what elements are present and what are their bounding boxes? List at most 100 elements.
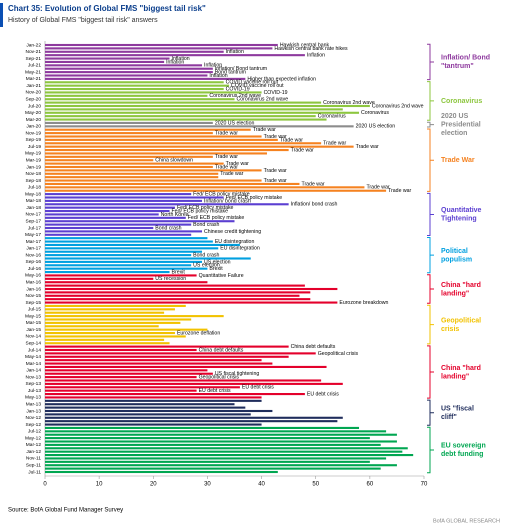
bar-label: Brexit [172, 269, 186, 275]
y-tick-label: Mar-18 [26, 198, 42, 204]
bar [45, 159, 154, 162]
bar [45, 443, 381, 446]
bar-label: Coronavirus [361, 110, 389, 116]
bar-label: Quantitative Failure [199, 273, 244, 279]
bar [45, 386, 240, 389]
y-tick-label: May-20 [25, 110, 41, 116]
bar [45, 423, 262, 426]
y-tick-label: Jul-13 [28, 388, 41, 394]
bar [45, 84, 230, 87]
bar [45, 369, 208, 372]
bar-label: Trade war [323, 141, 346, 147]
bar [45, 365, 327, 368]
bar-label: Coronavirus 2nd wave [372, 103, 424, 109]
bar [45, 121, 213, 124]
bar [45, 271, 170, 274]
bar [45, 71, 213, 74]
y-tick-label: Sep-21 [26, 56, 42, 62]
bar [45, 172, 219, 175]
bar [45, 338, 165, 341]
bar [45, 111, 360, 114]
bar [45, 308, 175, 311]
bar [45, 450, 403, 453]
bar-label: Inflation [204, 63, 222, 69]
bar [45, 277, 154, 280]
bar-label: Inflation [209, 73, 227, 79]
bar [45, 254, 192, 257]
bar [45, 250, 203, 253]
bar-label: Inflation/ bond crash [291, 202, 338, 208]
bar [45, 352, 316, 355]
bar-label: Coronavirus 2nd wave [209, 93, 261, 99]
bar [45, 216, 186, 219]
bar-label: Trade war [356, 144, 379, 150]
y-tick-label: May-12 [25, 435, 41, 441]
bar-label: Inflation/ bond crash [204, 198, 251, 204]
bar [45, 311, 165, 314]
bar [45, 108, 343, 111]
bar [45, 389, 197, 392]
group-bracket [427, 236, 434, 274]
bar-label: Trade war [366, 185, 389, 191]
bar [45, 440, 397, 443]
group-bracket [427, 192, 434, 236]
bar [45, 393, 305, 396]
bar-label: COVID vaccine roll out [226, 80, 279, 86]
bar-label: Coronavirus 2nd wave [237, 97, 289, 103]
bar [45, 426, 360, 429]
group-bracket [427, 426, 434, 474]
bar [45, 359, 262, 362]
bar [45, 264, 192, 267]
bar [45, 182, 300, 185]
y-tick-label: Nov-12 [26, 415, 42, 421]
bar-label: Brexit [209, 266, 223, 272]
y-tick-label: Sep-16 [26, 259, 42, 265]
bar [45, 226, 154, 230]
brand: BofA GLOBAL RESEARCH [433, 518, 500, 524]
bar-label: Coronavirus 2nd wave [323, 100, 375, 106]
bar [45, 355, 289, 358]
bar [45, 47, 273, 50]
bar-label: EU debt crisis [242, 385, 274, 391]
bar-label: Trade war [220, 171, 243, 177]
y-tick-label: Nov-16 [26, 252, 42, 258]
y-tick-label: Nov-13 [26, 374, 42, 380]
y-tick-label: Mar-12 [26, 442, 42, 448]
bar [45, 155, 213, 158]
bar-label: Trade war [264, 134, 287, 140]
y-tick-label: Nov-18 [26, 171, 42, 177]
x-tick-label: 70 [421, 482, 428, 488]
bar-label: Trade war [264, 178, 287, 184]
bar [45, 379, 322, 382]
bar [45, 362, 273, 365]
bar [45, 342, 170, 345]
group-label: Geopolitical crisis [441, 317, 481, 333]
bar [45, 60, 165, 63]
bar [45, 94, 208, 97]
x-tick-label: 20 [150, 482, 157, 488]
y-tick-label: Sep-19 [26, 137, 42, 143]
bar [45, 210, 170, 213]
x-tick-label: 60 [367, 482, 374, 488]
bar-label: 2020 US election [356, 124, 396, 130]
group-label: China "hard landing" [441, 282, 481, 298]
y-tick-label: Jan-22 [26, 42, 41, 48]
y-tick-label: Sep-15 [26, 300, 42, 306]
bar [45, 193, 192, 196]
y-tick-label: May-15 [25, 313, 41, 319]
bar [45, 237, 208, 240]
x-tick-label: 40 [258, 482, 265, 488]
y-tick-label: May-17 [25, 232, 41, 238]
bar [45, 165, 213, 169]
y-tick-label: Mar-13 [26, 401, 42, 407]
bar-label: Coronavirus [318, 114, 346, 120]
bar [45, 240, 213, 243]
bar [45, 315, 224, 318]
y-tick-label: Jul-17 [28, 225, 41, 231]
group-bracket [427, 274, 434, 304]
bar-label: Hawkish central bank [280, 42, 330, 48]
bar [45, 467, 381, 470]
group-bracket [427, 121, 434, 128]
bar [45, 416, 343, 419]
y-tick-label: Jan-13 [26, 408, 41, 414]
